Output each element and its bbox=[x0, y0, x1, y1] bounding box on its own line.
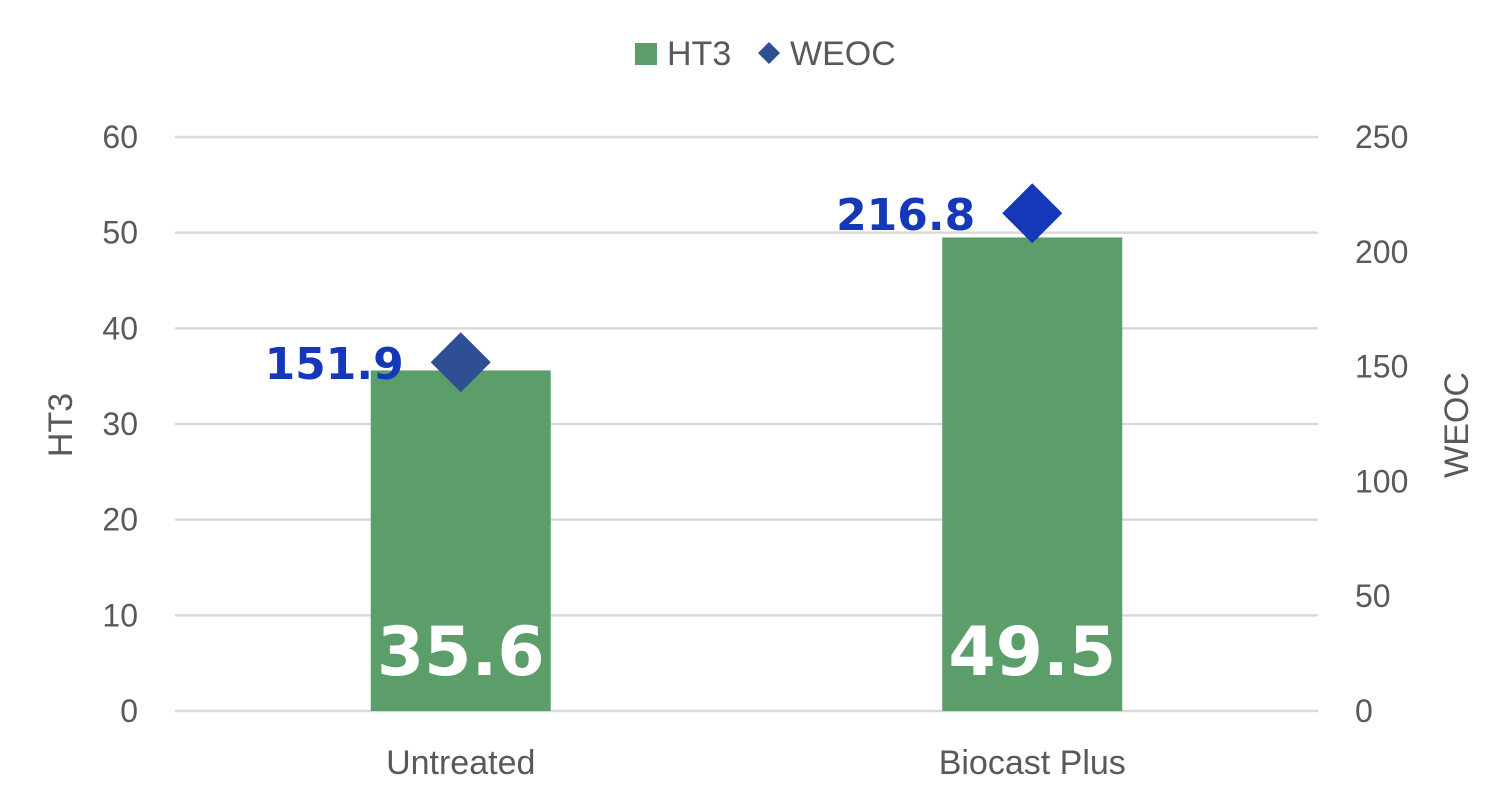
right-tick-label: 200 bbox=[1355, 234, 1408, 270]
right-tick-label: 50 bbox=[1355, 578, 1391, 614]
left-axis-ticks: 0 10 20 30 40 50 60 bbox=[102, 119, 138, 729]
right-tick-label: 0 bbox=[1355, 693, 1373, 729]
legend: HT3 WEOC bbox=[635, 35, 896, 73]
gridlines bbox=[175, 135, 1318, 713]
category-label: Untreated bbox=[386, 744, 535, 782]
weoc-value-label: 151.9 bbox=[265, 339, 404, 390]
category-label: Biocast Plus bbox=[939, 744, 1126, 782]
right-tick-label: 100 bbox=[1355, 463, 1408, 499]
weoc-value-label: 216.8 bbox=[836, 190, 975, 241]
bar-untreated bbox=[370, 370, 551, 711]
right-axis-ticks: 0 50 100 150 200 250 bbox=[1355, 119, 1408, 729]
left-tick-label: 10 bbox=[102, 597, 138, 633]
point-series: 151.9 216.8 bbox=[265, 183, 1063, 393]
right-axis-title: WEOC bbox=[1438, 372, 1476, 478]
legend-label-ht3: HT3 bbox=[667, 35, 731, 73]
left-axis-title: HT3 bbox=[42, 393, 80, 457]
left-tick-label: 60 bbox=[102, 119, 138, 155]
legend-swatch-ht3 bbox=[635, 43, 657, 65]
category-labels: Untreated Biocast Plus bbox=[386, 744, 1126, 782]
left-tick-label: 0 bbox=[120, 693, 138, 729]
right-tick-label: 150 bbox=[1355, 349, 1408, 385]
left-tick-label: 20 bbox=[102, 502, 138, 538]
weoc-point bbox=[1002, 183, 1063, 244]
bar-biocast-plus bbox=[942, 237, 1123, 711]
weoc-point bbox=[430, 332, 491, 393]
bar-series: 35.6 49.5 bbox=[370, 237, 1123, 711]
left-tick-label: 30 bbox=[102, 406, 138, 442]
left-tick-label: 50 bbox=[102, 215, 138, 251]
left-tick-label: 40 bbox=[102, 310, 138, 346]
legend-label-weoc: WEOC bbox=[790, 35, 896, 73]
bar-value-label: 49.5 bbox=[948, 613, 1116, 692]
legend-swatch-weoc bbox=[758, 42, 780, 64]
bar-value-label: 35.6 bbox=[377, 613, 545, 692]
right-tick-label: 250 bbox=[1355, 119, 1408, 155]
